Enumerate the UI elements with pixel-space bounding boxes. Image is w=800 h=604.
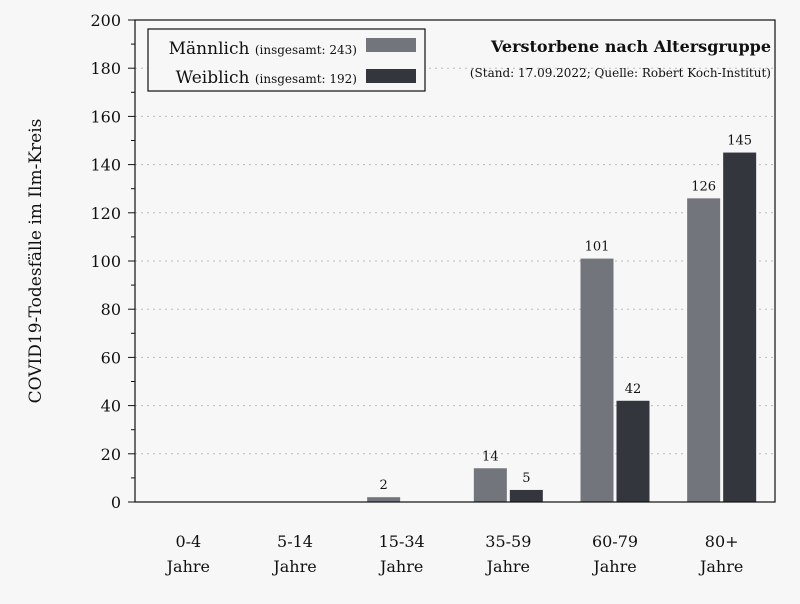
y-tick-label: 80 xyxy=(101,300,121,319)
y-axis-label: COVID19-Todesfälle im Ilm-Kreis xyxy=(26,119,46,404)
y-tick-label: 20 xyxy=(101,445,121,464)
legend: Männlich (insgesamt: 243) Weiblich (insg… xyxy=(147,28,426,92)
x-tick-label: Jahre xyxy=(591,557,636,576)
legend-label-female: Weiblich (insgesamt: 192) xyxy=(176,68,357,88)
y-tick-label: 200 xyxy=(90,11,121,30)
y-tick-label: 40 xyxy=(101,397,121,416)
legend-swatch-male xyxy=(366,38,416,52)
bar-weiblich xyxy=(616,400,650,502)
legend-swatch-female xyxy=(366,69,416,83)
x-tick-label: Jahre xyxy=(698,557,743,576)
data-label: 101 xyxy=(585,240,610,255)
chart-title: Verstorbene nach Altersgruppe xyxy=(490,37,771,56)
chart-subtitle: (Stand: 17.09.2022; Quelle: Robert Koch-… xyxy=(470,66,771,80)
y-tick-label: 160 xyxy=(90,107,121,126)
data-label: 42 xyxy=(625,382,642,397)
x-tick-label: 5-14 xyxy=(277,532,313,551)
gridlines xyxy=(135,67,775,455)
data-label: 2 xyxy=(380,478,388,493)
bar-männlich xyxy=(367,497,401,502)
y-tick-label: 120 xyxy=(90,204,121,223)
y-tick-label: 60 xyxy=(101,348,121,367)
x-axis: 0-4 Jahre 5-14 Jahre 15-34 Jahre 35-59 Jahre 60-… xyxy=(165,532,744,576)
bar-männlich xyxy=(687,198,721,502)
y-axis: 0 20 40 60 80 100 120 140 160 180 200 xyxy=(90,11,135,512)
bar-weiblich xyxy=(723,152,757,503)
y-tick-label: 0 xyxy=(111,493,121,512)
data-label: 14 xyxy=(482,449,499,464)
legend-label-male: Männlich (insgesamt: 243) xyxy=(169,39,357,59)
bar-männlich xyxy=(473,468,507,502)
data-label: 5 xyxy=(522,471,530,486)
y-tick-label: 100 xyxy=(90,252,121,271)
y-tick-label: 180 xyxy=(90,59,121,78)
bar-weiblich xyxy=(509,489,543,502)
x-tick-label: 60-79 xyxy=(592,532,638,551)
bar-männlich xyxy=(580,258,614,502)
x-tick-label: 15-34 xyxy=(379,532,425,551)
x-tick-label: Jahre xyxy=(271,557,316,576)
x-tick-label: Jahre xyxy=(485,557,530,576)
x-tick-label: 80+ xyxy=(705,532,739,551)
data-label: 126 xyxy=(691,179,716,194)
data-label: 145 xyxy=(727,134,752,149)
x-tick-label: 35-59 xyxy=(485,532,531,551)
y-tick-label: 140 xyxy=(90,156,121,175)
x-tick-label: Jahre xyxy=(165,557,210,576)
x-tick-label: Jahre xyxy=(378,557,423,576)
x-tick-label: 0-4 xyxy=(175,532,201,551)
